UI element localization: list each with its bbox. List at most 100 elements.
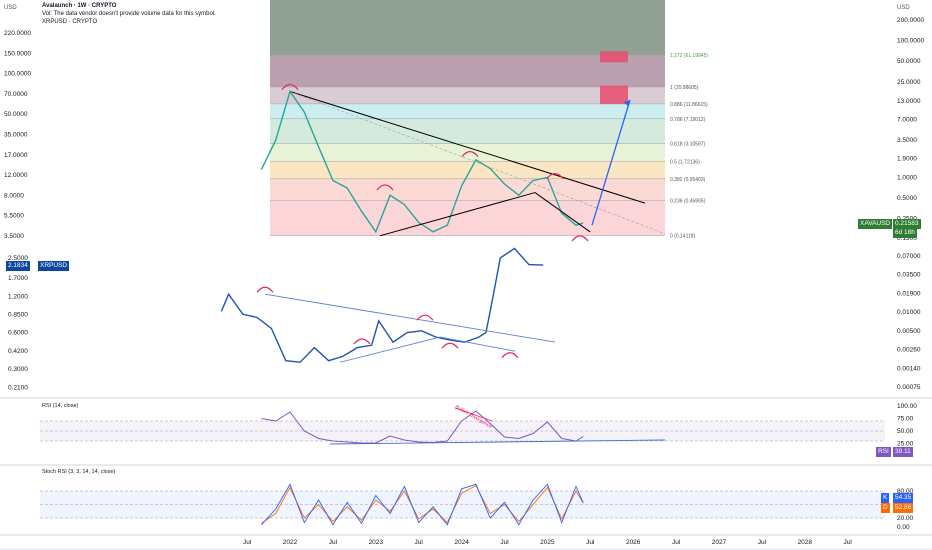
xrp-left-tick: 0.6000 [8, 330, 28, 337]
fib-band [270, 161, 665, 179]
swing-marker [546, 172, 564, 179]
time-axis-tick: Jul [500, 539, 509, 546]
swing-marker [461, 151, 479, 158]
fib-level-label: 1 (20.98605) [670, 85, 699, 91]
xrp-left-tick: 0.2100 [8, 384, 28, 391]
rsi-label-tag: RSI [876, 447, 891, 457]
right-axis-tick: 25.0000 [897, 79, 921, 86]
xrp-left-tick: 1.2000 [8, 293, 28, 300]
xrp-support-line [339, 336, 441, 363]
left-axis-tick: 70.0000 [4, 91, 28, 98]
volume-note: Vol: The data vendor doesn't provide vol… [42, 11, 216, 17]
target-box-upper [600, 51, 628, 63]
xava-countdown: 6d 18h [893, 228, 917, 238]
xrp-right-tick: 0.01000 [897, 309, 921, 316]
channel-trendline [534, 192, 591, 233]
right-axis-tick: 50.0000 [897, 58, 921, 65]
xrp-swing-marker [256, 286, 274, 293]
k-label-tag: K [881, 493, 890, 503]
fib-level-label: 0.5 (1.72136) [670, 159, 700, 165]
stoch-axis-tick: 20.00 [897, 515, 914, 522]
fib-band [270, 103, 665, 119]
xava-current-price: 0.21583 [893, 219, 921, 229]
fib-level-label: 0.236 (0.45905) [670, 199, 706, 205]
fib-level-label: 0.886 (11.86615) [670, 102, 708, 108]
xrp-price-line [220, 247, 544, 363]
rsi-axis-tick: 25.00 [897, 441, 914, 448]
time-axis-tick: Jul [758, 539, 767, 546]
xrp-right-tick: 0.03500 [897, 272, 921, 279]
time-axis-tick: 2027 [712, 539, 727, 546]
xrp-left-tick: 0.3000 [8, 366, 28, 373]
rsi-axis-tick: 50.00 [897, 428, 914, 435]
xrp-right-tick: 0.00075 [897, 384, 921, 391]
rsi-divergence-line [454, 407, 493, 422]
time-axis-tick: 2026 [626, 539, 641, 546]
xrp-swing-marker [501, 352, 519, 359]
overlay-symbol[interactable]: XRPUSD · CRYPTO [42, 19, 98, 25]
time-axis-tick: Jul [243, 539, 252, 546]
fib-level-label: 0.786 (7.19012) [670, 117, 706, 123]
right-axis-tick: 1.9000 [897, 155, 917, 162]
left-axis-tick: 100.0000 [4, 71, 31, 78]
left-axis-tick: 5.5000 [4, 213, 24, 220]
left-axis-tick: 12.0000 [4, 172, 28, 179]
fibonacci-retracement[interactable]: 1.272 (61.19845) 1 (20.98605) 0.886 (11.86… [270, 0, 708, 240]
right-axis-tick: 200.0000 [897, 17, 924, 24]
xrp-support-line-2 [439, 336, 516, 352]
right-axis-tick: 0.1300 [897, 235, 917, 242]
stoch-d-line [261, 484, 584, 524]
fib-level-label: 0.618 (3.10587) [670, 142, 706, 148]
support-trendline [379, 192, 536, 237]
xrp-swing-marker [416, 314, 434, 321]
time-axis-tick: Jul [586, 539, 595, 546]
price-series[interactable] [220, 89, 584, 526]
time-axis-tick: 2023 [369, 539, 384, 546]
projection-arrow [591, 99, 631, 226]
time-axis-tick: Jul [415, 539, 424, 546]
xrp-left-tick: 0.8500 [8, 311, 28, 318]
stoch-axis-tick: 0.00 [897, 524, 910, 531]
fib-band [270, 118, 665, 144]
xrp-right-tick: 0.01900 [897, 290, 921, 297]
time-axis-tick: 2025 [540, 539, 555, 546]
xrp-swing-marker [353, 338, 371, 345]
left-axis-tick: 8.0000 [4, 192, 24, 199]
left-axis-tick: 35.0000 [4, 132, 28, 139]
chart-title: Avalaunch · 1W · CRYPTO [42, 3, 117, 9]
xrp-current-price: 2.1834 [6, 261, 30, 271]
target-box-lower [600, 85, 628, 105]
right-axis-tick: 7.0000 [897, 117, 917, 124]
xrp-right-tick: 0.00140 [897, 365, 921, 372]
k-current-value: 54.35 [893, 493, 914, 503]
xrp-left-tick: 2.5000 [8, 255, 28, 262]
fib-band [270, 178, 665, 201]
xrp-resistance-line [264, 293, 556, 343]
fib-level-label: 0.382 (0.95403) [670, 177, 706, 183]
time-axis-tick: 2022 [283, 539, 298, 546]
projection-arrowhead [624, 100, 630, 107]
xrp-right-tick: 0.00500 [897, 328, 921, 335]
left-axis-tick: 150.0000 [4, 50, 31, 57]
fib-band [270, 86, 665, 104]
axes: 200.0000 100.0000 50.0000 25.0000 13.0000 7.0… [4, 17, 924, 546]
left-axis-tick: 3.5000 [4, 233, 24, 240]
xrp-left-tick: 1.7000 [8, 275, 28, 282]
dashed-trendline [289, 91, 666, 235]
rsi-trendline [329, 439, 666, 445]
right-axis-tick: 0.5000 [897, 195, 917, 202]
rsi-current-value: 39.11 [893, 447, 913, 457]
right-axis-tick: 3.5000 [897, 137, 917, 144]
time-axis-tick: Jul [844, 539, 853, 546]
fib-level-label: 1.272 (61.19845) [670, 53, 708, 59]
stoch-pane-label[interactable]: Stoch RSI (3, 3, 14, 14, close) [42, 469, 116, 475]
fib-band-top [270, 0, 665, 56]
time-axis-tick: 2028 [798, 539, 813, 546]
rsi-pane-label[interactable]: RSI (14, close) [42, 403, 79, 409]
left-axis-tick: 50.0000 [4, 111, 28, 118]
right-currency: USD [897, 5, 910, 11]
xava-current-label: XAVAUSD [858, 219, 893, 229]
descending-trendline [289, 91, 646, 204]
left-currency: USD [4, 5, 17, 11]
